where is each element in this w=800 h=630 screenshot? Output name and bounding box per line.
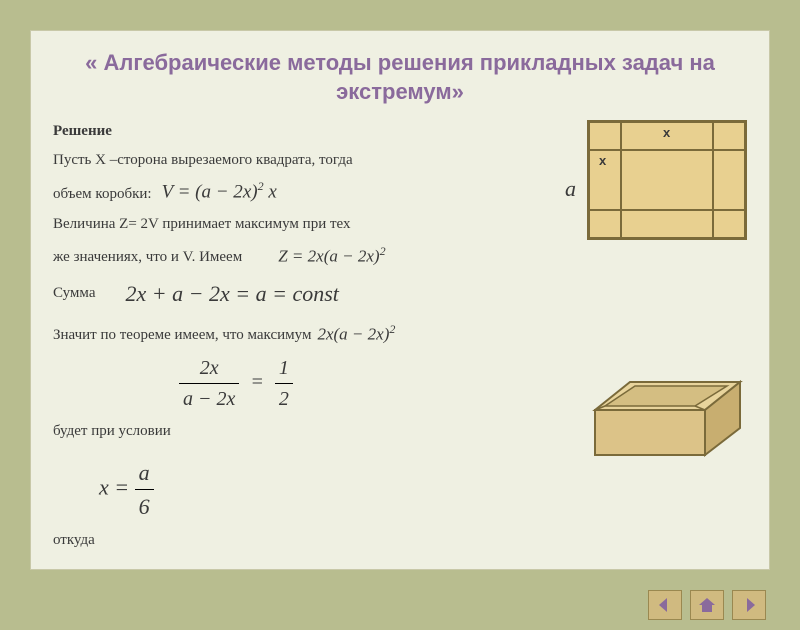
frac-num: 1 <box>275 353 293 384</box>
formula-v: V = (a − 2x)2 x <box>162 177 277 207</box>
text: же значениях, что и V. Имеем <box>53 246 242 269</box>
formula-x: x = a6 <box>99 456 154 523</box>
square-diagram: a x x <box>587 120 747 240</box>
text-line: Сумма 2x + a − 2x = a = const <box>53 277 747 310</box>
formula-frac1: 2xa − 2x = 12 <box>179 353 293 414</box>
arrow-right-icon <box>739 596 759 614</box>
text: объем коробки: <box>53 183 152 206</box>
frac-den: 2 <box>275 384 293 414</box>
formula-z: Z = 2x(a − 2x)2 <box>278 242 385 269</box>
frac-num: a <box>135 456 154 490</box>
text-line: Значит по теореме имеем, что максимум 2x… <box>53 320 747 347</box>
label-x-left: x <box>599 153 606 168</box>
frac-den: 6 <box>135 490 154 523</box>
content-area: a x x Решение Пусть X –сторона вырезаемо… <box>53 120 747 552</box>
frac-den: a − 2x <box>179 384 239 414</box>
label-a: a <box>565 176 576 202</box>
nav-controls <box>648 590 766 620</box>
text: Значит по теореме имеем, что максимум <box>53 324 311 347</box>
home-icon <box>697 596 717 614</box>
box-3d-diagram <box>585 370 755 460</box>
text: Сумма <box>53 282 95 305</box>
nav-home-button[interactable] <box>690 590 724 620</box>
text-line: x = a6 <box>53 456 747 523</box>
slide-container: « Алгебраические методы решения прикладн… <box>30 30 770 570</box>
nav-prev-button[interactable] <box>648 590 682 620</box>
frac-num: 2x <box>179 353 239 384</box>
arrow-left-icon <box>655 596 675 614</box>
formula-sum: 2x + a − 2x = a = const <box>125 277 338 310</box>
page-title: « Алгебраические методы решения прикладн… <box>53 49 747 106</box>
text-line: же значениях, что и V. Имеем Z = 2x(a − … <box>53 242 747 269</box>
formula-max: 2x(a − 2x)2 <box>317 320 395 347</box>
label-x-top: x <box>663 125 670 140</box>
text-line: откуда <box>53 529 747 552</box>
nav-next-button[interactable] <box>732 590 766 620</box>
